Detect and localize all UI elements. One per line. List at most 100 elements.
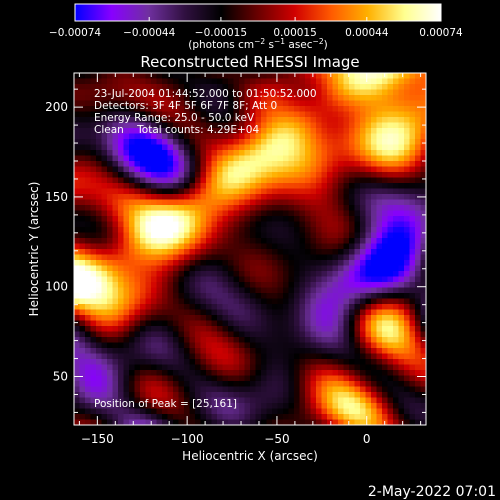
- heatmap-cell: [261, 172, 268, 179]
- heatmap-cell: [74, 232, 81, 239]
- heatmap-cell: [382, 84, 389, 91]
- heatmap-cell: [371, 117, 378, 124]
- heatmap-cell: [404, 287, 411, 294]
- heatmap-cell: [107, 381, 114, 388]
- heatmap-cell: [393, 414, 400, 421]
- heatmap-cell: [277, 353, 284, 360]
- heatmap-cell: [112, 298, 119, 305]
- heatmap-cell: [244, 392, 251, 399]
- heatmap-cell: [217, 243, 224, 250]
- heatmap-cell: [354, 342, 361, 349]
- heatmap-cell: [393, 117, 400, 124]
- heatmap-cell: [371, 188, 378, 195]
- heatmap-cell: [74, 254, 81, 261]
- heatmap-cell: [140, 397, 147, 404]
- heatmap-cell: [156, 276, 163, 283]
- heatmap-cell: [123, 111, 130, 118]
- heatmap-cell: [266, 144, 273, 151]
- heatmap-cell: [272, 238, 279, 245]
- heatmap-cell: [145, 144, 152, 151]
- heatmap-cell: [354, 304, 361, 311]
- heatmap-cell: [261, 117, 268, 124]
- y-tick-label: 150: [45, 190, 68, 204]
- heatmap-cell: [398, 364, 405, 371]
- heatmap-cell: [200, 205, 207, 212]
- heatmap-cell: [167, 161, 174, 168]
- heatmap-cell: [184, 139, 191, 146]
- heatmap-cell: [387, 100, 394, 107]
- heatmap-cell: [85, 177, 92, 184]
- heatmap-cell: [316, 381, 323, 388]
- heatmap-cell: [151, 381, 158, 388]
- heatmap-cell: [79, 392, 86, 399]
- heatmap-cell: [277, 348, 284, 355]
- heatmap-cell: [134, 326, 141, 333]
- heatmap-cell: [371, 177, 378, 184]
- heatmap-cell: [167, 414, 174, 421]
- heatmap-cell: [277, 111, 284, 118]
- heatmap-cell: [376, 243, 383, 250]
- heatmap-cell: [156, 221, 163, 228]
- heatmap-cell: [327, 227, 334, 234]
- heatmap-cell: [376, 408, 383, 415]
- heatmap-cell: [310, 293, 317, 300]
- heatmap-cell: [327, 183, 334, 190]
- heatmap-cell: [233, 326, 240, 333]
- heatmap-cell: [184, 128, 191, 135]
- heatmap-cell: [96, 315, 103, 322]
- heatmap-cell: [189, 403, 196, 410]
- heatmap-cell: [255, 89, 262, 96]
- heatmap-cell: [173, 122, 180, 129]
- heatmap-cell: [360, 210, 367, 217]
- heatmap-cell: [310, 144, 317, 151]
- heatmap-cell: [90, 348, 97, 355]
- heatmap-cell: [184, 260, 191, 267]
- heatmap-cell: [151, 95, 158, 102]
- heatmap-cell: [123, 78, 130, 85]
- heatmap-cell: [277, 172, 284, 179]
- heatmap-cell: [261, 161, 268, 168]
- heatmap-cell: [393, 133, 400, 140]
- heatmap-cell: [156, 260, 163, 267]
- heatmap-cell: [173, 265, 180, 272]
- heatmap-cell: [162, 155, 169, 162]
- heatmap-cell: [398, 133, 405, 140]
- heatmap-cell: [349, 419, 356, 425]
- heatmap-cell: [365, 172, 372, 179]
- heatmap-cell: [134, 122, 141, 129]
- heatmap-cell: [228, 188, 235, 195]
- heatmap-cell: [327, 238, 334, 245]
- heatmap-cell: [118, 205, 125, 212]
- heatmap-cell: [90, 254, 97, 261]
- heatmap-cell: [250, 161, 257, 168]
- heatmap-cell: [90, 177, 97, 184]
- heatmap-cell: [74, 238, 81, 245]
- heatmap-cell: [244, 166, 251, 173]
- heatmap-cell: [415, 133, 422, 140]
- heatmap-cell: [140, 78, 147, 85]
- heatmap-cell: [332, 408, 339, 415]
- heatmap-cell: [145, 238, 152, 245]
- heatmap-cell: [239, 100, 246, 107]
- heatmap-cell: [96, 117, 103, 124]
- heatmap-cell: [338, 199, 345, 206]
- heatmap-cell: [129, 348, 136, 355]
- heatmap-cell: [266, 304, 273, 311]
- heatmap-cell: [404, 359, 411, 366]
- heatmap-cell: [354, 227, 361, 234]
- heatmap-cell: [398, 260, 405, 267]
- heatmap-cell: [244, 381, 251, 388]
- heatmap-cell: [255, 139, 262, 146]
- heatmap-cell: [173, 282, 180, 289]
- heatmap-cell: [250, 177, 257, 184]
- heatmap-cell: [129, 111, 136, 118]
- heatmap-cell: [156, 122, 163, 129]
- heatmap-cell: [349, 194, 356, 201]
- heatmap-cell: [129, 221, 136, 228]
- heatmap-cell: [162, 392, 169, 399]
- heatmap-cell: [272, 359, 279, 366]
- heatmap-cell: [376, 84, 383, 91]
- heatmap-cell: [118, 287, 125, 294]
- heatmap-cell: [79, 293, 86, 300]
- heatmap-cell: [365, 419, 372, 425]
